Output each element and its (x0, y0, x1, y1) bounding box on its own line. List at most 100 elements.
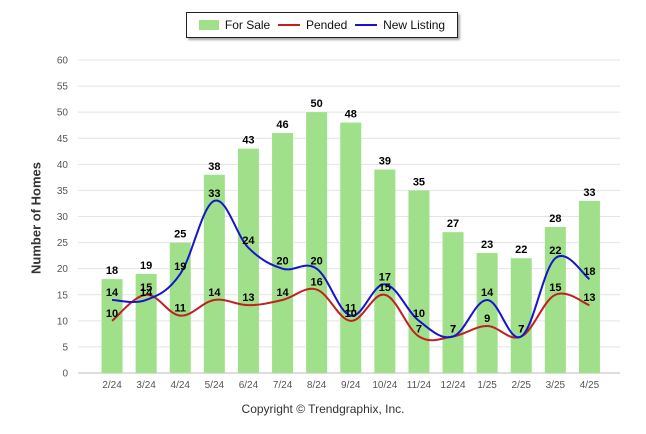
bar (272, 133, 294, 373)
line-data-label: 18 (583, 266, 595, 278)
y-tick-label: 30 (57, 212, 69, 223)
x-tick-label: 6/24 (239, 380, 259, 391)
bar-data-label: 39 (379, 156, 391, 168)
line-data-label: 7 (518, 323, 524, 335)
y-tick-label: 0 (62, 369, 68, 380)
x-tick-label: 11/24 (407, 380, 432, 391)
x-tick-label: 12/24 (441, 380, 466, 391)
legend-swatch-new-listing (355, 24, 378, 26)
bar (476, 253, 498, 373)
bar (203, 174, 225, 373)
line-data-label: 14 (140, 287, 153, 299)
bar-data-label: 19 (140, 260, 152, 272)
x-tick-label: 9/24 (341, 380, 361, 391)
bar-data-label: 48 (345, 109, 357, 121)
y-tick-label: 10 (57, 316, 69, 327)
line-data-label: 14 (106, 287, 119, 299)
bar-data-label: 33 (583, 187, 595, 199)
line-data-label: 24 (242, 235, 255, 247)
legend-label-new-listing: New Listing (383, 18, 446, 32)
line-data-label: 20 (276, 256, 288, 268)
line-data-label: 7 (450, 323, 456, 335)
bar-data-label: 35 (413, 176, 425, 188)
y-tick-label: 55 (57, 82, 69, 93)
line-data-label: 16 (311, 277, 323, 289)
x-tick-label: 8/24 (307, 380, 327, 391)
y-tick-label: 5 (62, 342, 68, 353)
bar (237, 148, 259, 373)
x-tick-label: 10/24 (372, 380, 397, 391)
line-data-label: 7 (450, 323, 456, 335)
line-data-label: 15 (549, 282, 561, 294)
bar (408, 190, 430, 373)
x-tick-label: 3/25 (546, 380, 566, 391)
x-tick-label: 4/24 (171, 380, 191, 391)
bar-data-label: 22 (515, 244, 527, 256)
bar-data-label: 43 (242, 135, 254, 147)
bar-data-label: 28 (549, 213, 561, 225)
legend-swatch-for-sale (198, 20, 219, 30)
y-tick-label: 50 (57, 108, 69, 119)
bar (101, 279, 123, 373)
legend-label-pended: Pended (305, 18, 348, 32)
bar (340, 122, 362, 373)
line-data-label: 10 (106, 308, 118, 320)
y-axis-label: Number of Homes (28, 162, 44, 274)
series-line-pended (111, 287, 590, 342)
x-tick-label: 7/24 (273, 380, 293, 391)
y-tick-label: 40 (57, 160, 69, 171)
legend-label-for-sale: For Sale (224, 18, 271, 32)
y-tick-label: 60 (57, 56, 69, 67)
line-data-label: 15 (379, 282, 391, 294)
line-data-label: 14 (481, 287, 494, 299)
line-data-label: 9 (484, 313, 490, 325)
line-data-label: 33 (208, 188, 220, 200)
y-tick-label: 45 (57, 134, 69, 145)
x-tick-label: 5/24 (205, 380, 225, 391)
legend-item-for-sale: For Sale (198, 18, 271, 32)
line-data-label: 13 (242, 292, 254, 304)
line-data-label: 10 (345, 308, 357, 320)
line-data-label: 10 (413, 308, 425, 320)
bar-data-label: 38 (208, 161, 220, 173)
x-tick-label: 2/24 (102, 380, 122, 391)
bar (374, 169, 396, 373)
bar (578, 200, 600, 373)
bar (544, 226, 566, 373)
legend-item-pended: Pended (277, 18, 348, 32)
x-tick-label: 4/25 (580, 380, 600, 391)
line-data-label: 13 (583, 292, 595, 304)
line-data-label: 20 (311, 256, 323, 268)
bar-data-label: 46 (276, 119, 288, 131)
legend-swatch-pended (277, 24, 300, 26)
bar (442, 232, 464, 373)
bar (306, 112, 328, 374)
copyright-text: Copyright © Trendgraphix, Inc. (241, 402, 405, 416)
line-data-label: 7 (416, 323, 422, 335)
legend: For Sale Pended New Listing (186, 12, 458, 38)
line-data-label: 22 (549, 245, 561, 257)
x-tick-label: 3/24 (136, 380, 156, 391)
bar-data-label: 27 (447, 218, 459, 230)
line-data-label: 14 (276, 287, 289, 299)
line-data-label: 15 (140, 282, 152, 294)
line-data-label: 11 (345, 303, 357, 315)
x-tick-label: 1/25 (477, 380, 497, 391)
y-tick-label: 35 (57, 186, 69, 197)
bar-data-label: 25 (174, 229, 186, 241)
legend-item-new-listing: New Listing (355, 18, 445, 32)
bar (169, 242, 191, 373)
line-data-label: 17 (379, 271, 391, 283)
bar-data-label: 18 (106, 265, 118, 277)
bar (510, 258, 532, 373)
line-data-label: 11 (174, 303, 186, 315)
y-tick-label: 15 (57, 290, 69, 301)
line-data-label: 14 (208, 287, 221, 299)
bar-data-label: 50 (311, 98, 323, 110)
line-data-label: 7 (518, 323, 524, 335)
x-tick-label: 2/25 (512, 380, 532, 391)
y-tick-label: 20 (57, 264, 69, 275)
series-line-new-listing (111, 199, 591, 339)
bar-data-label: 23 (481, 239, 493, 251)
